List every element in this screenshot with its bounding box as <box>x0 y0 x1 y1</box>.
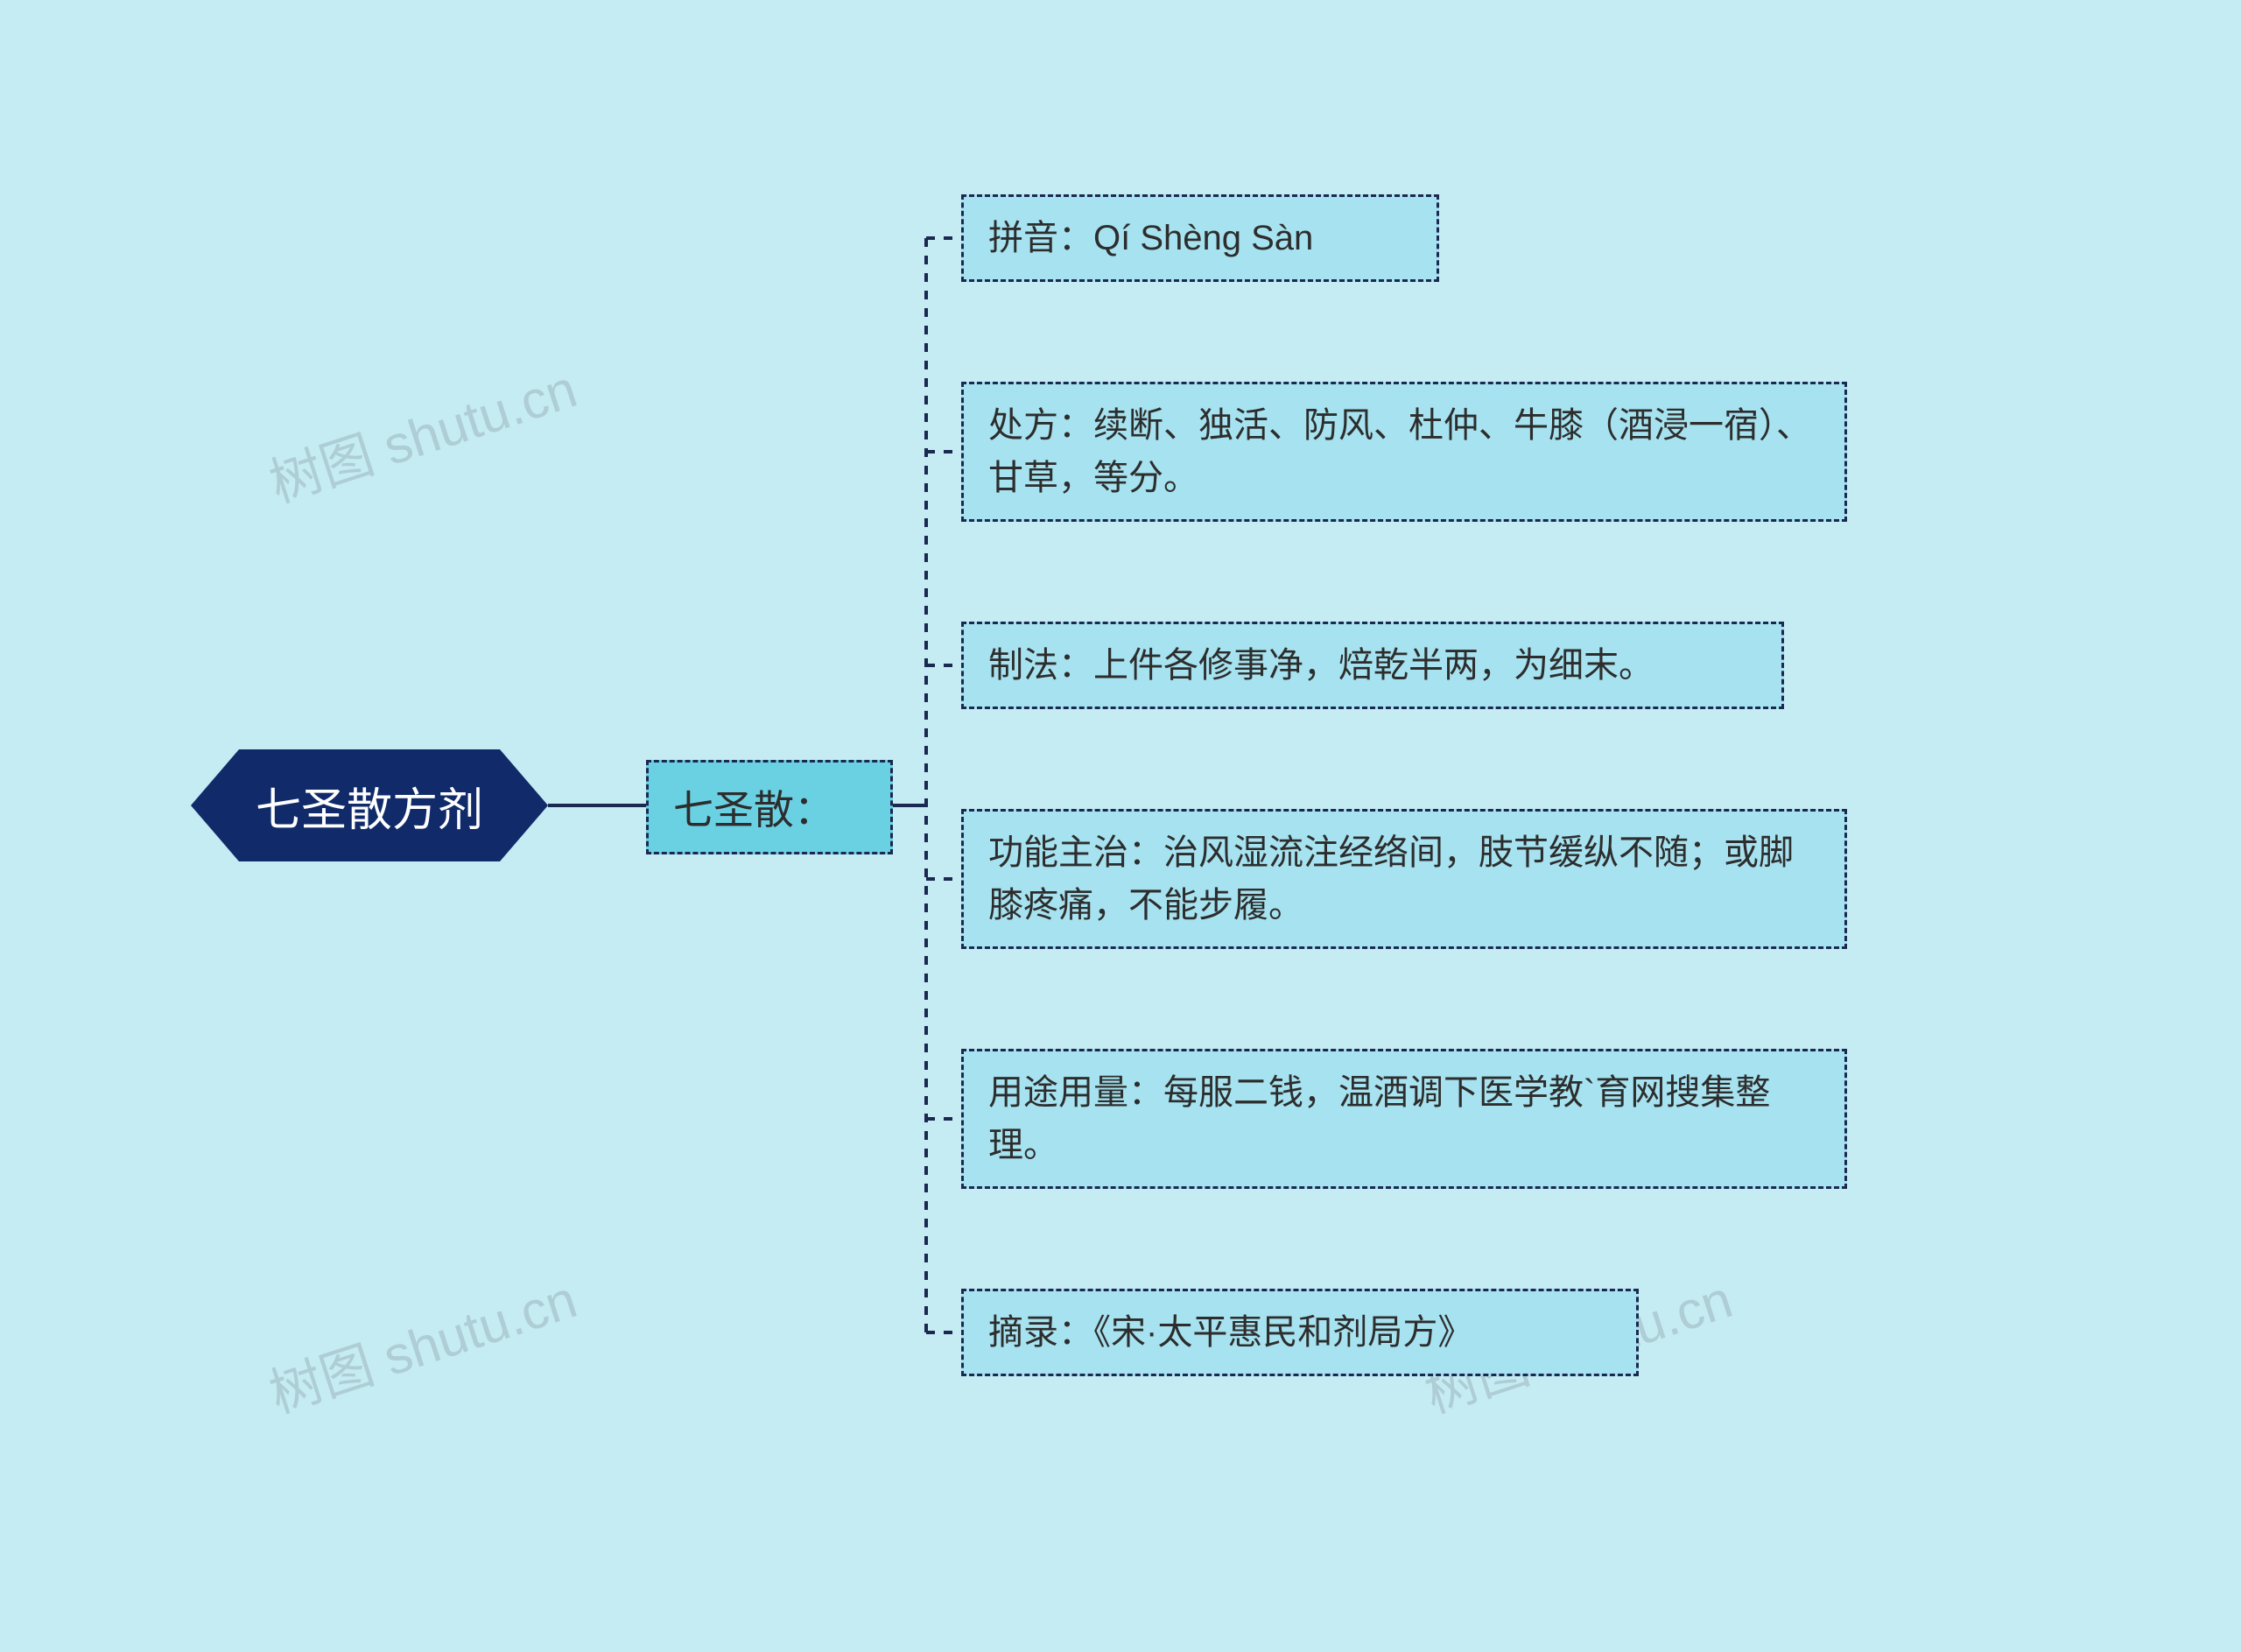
leaf-label: 拼音：Qí Shèng Sàn <box>988 212 1313 264</box>
mid-node: 七圣散： <box>646 760 893 854</box>
mid-label: 七圣散： <box>673 778 834 836</box>
leaf-label: 摘录：《宋·太平惠民和剂局方》 <box>988 1306 1472 1359</box>
leaf-label: 制法：上件各修事净，焙乾半两，为细末。 <box>988 639 1654 692</box>
leaf-chufang: 处方：续断、独活、防风、杜仲、牛膝（酒浸一宿）、甘草，等分。 <box>961 382 1847 522</box>
leaf-label: 用途用量：每服二钱，温酒调下医学教`育网搜集整理。 <box>988 1066 1820 1171</box>
leaf-zhifa: 制法：上件各修事净，焙乾半两，为细末。 <box>961 622 1784 709</box>
leaf-label: 处方：续断、独活、防风、杜仲、牛膝（酒浸一宿）、甘草，等分。 <box>988 399 1820 504</box>
watermark: 树图 shutu.cn <box>258 1257 585 1428</box>
leaf-pinyin: 拼音：Qí Shèng Sàn <box>961 194 1439 282</box>
leaf-label: 功能主治：治风湿流注经络间，肢节缓纵不随；或脚膝疼痛，不能步履。 <box>988 826 1820 931</box>
leaf-zhailu: 摘录：《宋·太平惠民和剂局方》 <box>961 1289 1639 1376</box>
leaf-yongtu: 用途用量：每服二钱，温酒调下医学教`育网搜集整理。 <box>961 1049 1847 1189</box>
root-node: 七圣散方剂 <box>191 749 548 861</box>
watermark: 树图 shutu.cn <box>258 347 585 517</box>
leaf-gongneng: 功能主治：治风湿流注经络间，肢节缓纵不随；或脚膝疼痛，不能步履。 <box>961 809 1847 949</box>
root-label: 七圣散方剂 <box>256 773 483 839</box>
